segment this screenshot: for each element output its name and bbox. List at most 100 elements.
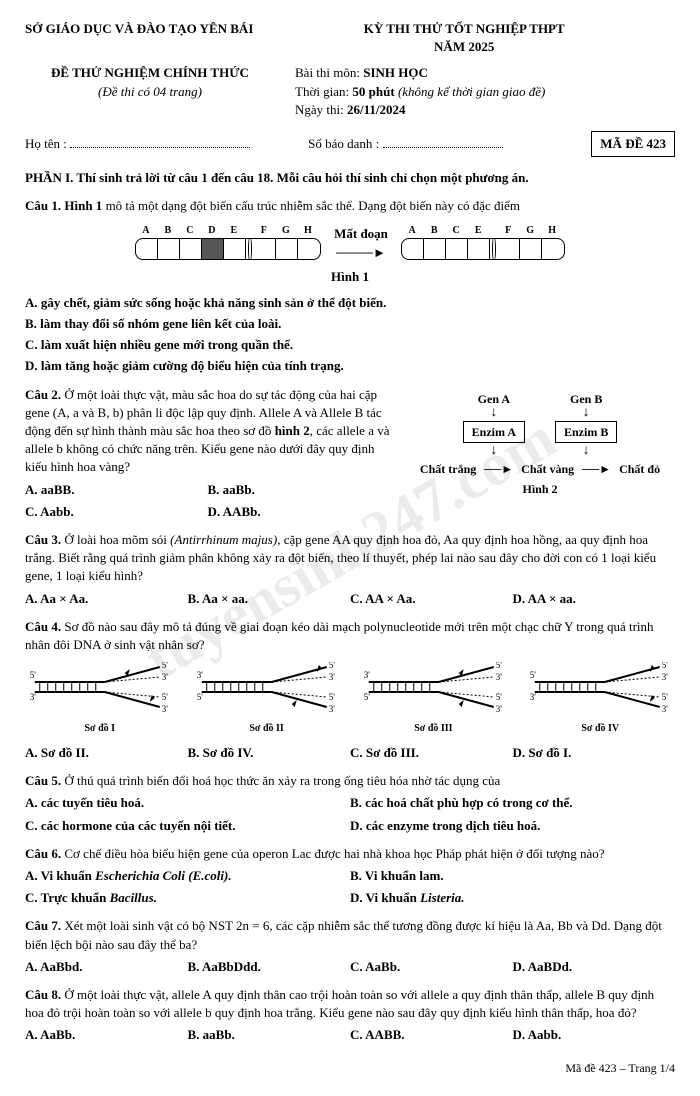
q2-optB[interactable]: B. aaBb. [208,481,391,499]
question-1: Câu 1. Hình 1 mô tả một dạng đột biến cấ… [25,197,675,375]
q2-diagram: Gen A ↓ Enzim A ↓ Gen B ↓ Enzim B ↓ Chất… [405,386,675,521]
q6-num: Câu 6. [25,846,61,861]
question-6: Câu 6. Cơ chế điều hòa biểu hiện gene củ… [25,845,675,908]
q5-optC[interactable]: C. các hormone của các tuyến nội tiết. [25,817,350,835]
svg-text:3': 3' [495,704,502,714]
exam-title-2: NĂM 2025 [253,38,675,56]
q1-optA[interactable]: A. gây chết, giảm sức sống hoặc khả năng… [25,294,675,312]
time-note: (không kể thời gian giao đề) [398,84,545,99]
q3-optA[interactable]: A. Aa × Aa. [25,590,188,608]
svg-text:3': 3' [662,704,669,714]
q3-num: Câu 3. [25,532,61,547]
hinh1-caption: Hình 1 [25,268,675,286]
arrow-label: Mất đoạn────► [334,225,388,261]
svg-text:3': 3' [197,670,204,680]
part1-header: PHẦN I. Thí sinh trả lời từ câu 1 đến câ… [25,169,675,187]
q6-optB[interactable]: B. Vi khuẩn lam. [350,867,675,885]
q1-optD[interactable]: D. làm tăng hoặc giảm cường độ biểu hiện… [25,357,675,375]
q3-optD[interactable]: D. AA × aa. [513,590,676,608]
question-4: Câu 4. Sơ đồ nào sau đây mô tả đúng về g… [25,618,675,763]
subject-label: Bài thi môn: [295,65,360,80]
q6-optC[interactable]: C. Trực khuẩn Bacillus. [25,889,350,907]
svg-text:5': 5' [162,662,169,670]
question-8: Câu 8. Ở một loài thực vật, allele A quy… [25,986,675,1045]
name-row: Họ tên : Số báo danh : MÃ ĐỀ 423 [25,131,675,157]
time-val: 50 phút [352,84,394,99]
q5-optB[interactable]: B. các hoá chất phù hợp có trong cơ thể. [350,794,675,812]
q8-optA[interactable]: A. AaBb. [25,1026,188,1044]
svg-text:5': 5' [662,662,669,670]
dna-diagrams: 5'3' 5'3' 5'3' Sơ đồ I 3'5' 5'3' 5'3' [25,662,675,736]
q2-optC[interactable]: C. Aabb. [25,503,208,521]
svg-text:5': 5' [363,692,370,702]
q2-optA[interactable]: A. aaBB. [25,481,208,499]
q1-num: Câu 1. Hình 1 [25,198,102,213]
q1-optC[interactable]: C. làm xuất hiện nhiều gene mới trong qu… [25,336,675,354]
svg-text:5': 5' [329,662,336,670]
q5-optA[interactable]: A. các tuyến tiêu hoá. [25,794,350,812]
q7-optA[interactable]: A. AaBbd. [25,958,188,976]
svg-text:5': 5' [162,692,169,702]
q6-optA[interactable]: A. Vi khuẩn Escherichia Coli (E.coli). [25,867,350,885]
svg-text:5': 5' [495,692,502,702]
svg-text:3': 3' [530,692,537,702]
q2-optD[interactable]: D. AABb. [208,503,391,521]
svg-text:3': 3' [162,704,169,714]
q7-optB[interactable]: B. AaBbDdd. [188,958,351,976]
svg-text:3': 3' [329,672,336,682]
q4-num: Câu 4. [25,619,61,634]
chromo-right: ABCEFGH [401,224,565,264]
q8-optC[interactable]: C. AABB. [350,1026,513,1044]
svg-text:3': 3' [495,672,502,682]
subheader: ĐỀ THỬ NGHIỆM CHÍNH THỨC (Đề thi có 04 t… [25,64,675,119]
name-label: Họ tên : [25,136,67,151]
q4-optD[interactable]: D. Sơ đồ I. [513,744,676,762]
name-field[interactable] [70,147,250,148]
svg-text:3': 3' [30,692,37,702]
svg-text:3': 3' [363,670,370,680]
svg-text:3': 3' [329,704,336,714]
question-5: Câu 5. Ở thú quá trình biến đổi hoá học … [25,772,675,835]
q8-optB[interactable]: B. aaBb. [188,1026,351,1044]
page-footer: Mã đề 423 – Trang 1/4 [25,1060,675,1077]
org-name: SỞ GIÁO DỤC VÀ ĐÀO TẠO YÊN BÁI [25,20,253,56]
q7-num: Câu 7. [25,918,61,933]
q8-num: Câu 8. [25,987,61,1002]
question-2: Câu 2. Ở một loài thực vật, màu sắc hoa … [25,386,675,521]
svg-text:5': 5' [197,692,204,702]
svg-text:5': 5' [329,692,336,702]
q7-optD[interactable]: D. AaBDd. [513,958,676,976]
q5-optD[interactable]: D. các enzyme trong dịch tiêu hoá. [350,817,675,835]
time-label: Thời gian: [295,84,349,99]
svg-text:5': 5' [530,670,537,680]
svg-text:5': 5' [495,662,502,670]
id-field[interactable] [383,147,503,148]
q7-optC[interactable]: C. AaBb. [350,958,513,976]
question-7: Câu 7. Xét một loài sinh vật có bộ NST 2… [25,917,675,976]
header-row: SỞ GIÁO DỤC VÀ ĐÀO TẠO YÊN BÁI KỲ THI TH… [25,20,675,56]
q4-optA[interactable]: A. Sơ đồ II. [25,744,188,762]
svg-text:5': 5' [30,670,37,680]
q1-stem: mô tả một dạng đột biến cấu trúc nhiễm s… [102,198,520,213]
svg-text:3': 3' [162,672,169,682]
subject: SINH HỌC [363,65,428,80]
q5-num: Câu 5. [25,773,61,788]
exam-title-1: KỲ THI THỬ TỐT NGHIỆP THPT [253,20,675,38]
q4-optC[interactable]: C. Sơ đồ III. [350,744,513,762]
q1-optB[interactable]: B. làm thay đổi số nhóm gene liên kết củ… [25,315,675,333]
chromo-left: ABCDEFGH [135,224,321,264]
svg-text:5': 5' [662,692,669,702]
date-label: Ngày thi: [295,102,344,117]
q3-optB[interactable]: B. Aa × aa. [188,590,351,608]
exam-code: MÃ ĐỀ 423 [591,131,675,157]
q6-optD[interactable]: D. Vi khuẩn Listeria. [350,889,675,907]
pages-note: (Đề thi có 04 trang) [25,83,275,101]
id-label: Số báo danh : [308,136,379,151]
q2-num: Câu 2. [25,387,61,402]
svg-text:3': 3' [662,672,669,682]
q8-optD[interactable]: D. Aabb. [513,1026,676,1044]
official-label: ĐỀ THỬ NGHIỆM CHÍNH THỨC [25,64,275,82]
q3-optC[interactable]: C. AA × Aa. [350,590,513,608]
q4-optB[interactable]: B. Sơ đồ IV. [188,744,351,762]
question-3: Câu 3. Ở loài hoa mõm sói (Antirrhinum m… [25,531,675,608]
